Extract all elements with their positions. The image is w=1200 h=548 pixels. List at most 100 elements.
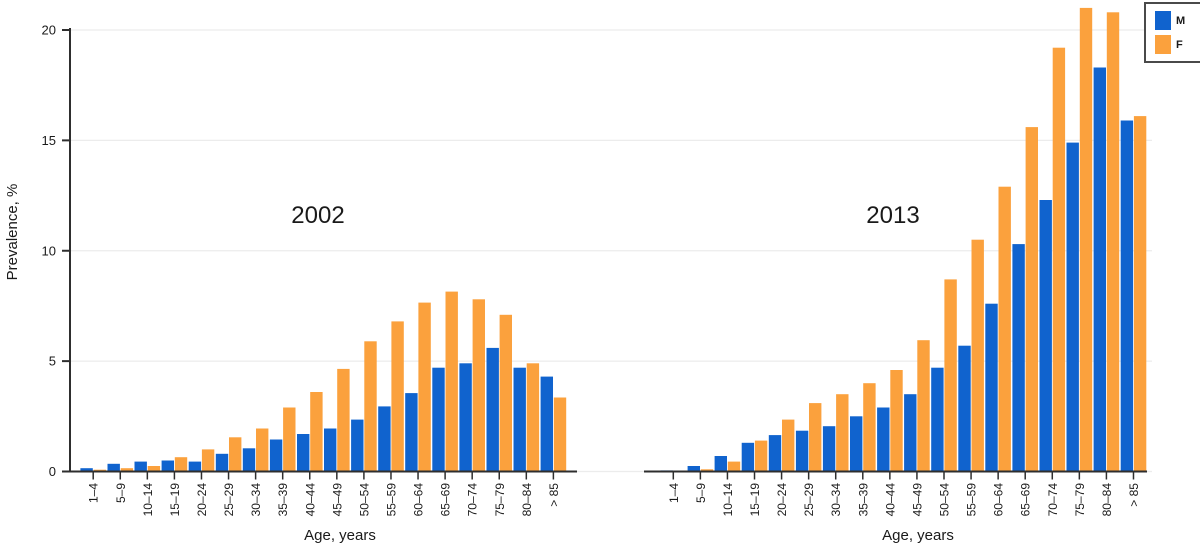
bar-2013-m--85 — [1120, 120, 1134, 472]
bar-2002-m-65-69 — [432, 367, 445, 472]
x-tick-label-2002-2: 10–14 — [141, 483, 155, 517]
bar-2013-m-55-59 — [958, 345, 971, 472]
x-tick-label-2013-6: 30–34 — [829, 483, 843, 517]
x-tick-label-2013-12: 60–64 — [992, 483, 1006, 517]
y-tick-label-0: 0 — [49, 464, 56, 479]
bar-2002-m-55-59 — [378, 406, 391, 472]
female-color-swatch — [1155, 35, 1171, 54]
x-tick-label-2013-11: 55–59 — [965, 483, 979, 517]
bar-2013-f-35-39 — [863, 383, 876, 472]
y-tick-label-20: 20 — [42, 23, 56, 38]
x-tick-label-2013-4: 20–24 — [775, 483, 789, 517]
bar-2013-f-65-69 — [1025, 127, 1038, 472]
x-tick-label-2002-13: 65–69 — [439, 483, 453, 517]
bar-2002-f-45-49 — [337, 368, 350, 472]
bar-2002-f-40-44 — [310, 392, 323, 472]
bar-2013-f-70-74 — [1052, 47, 1066, 472]
bar-2013-m-5-9 — [687, 466, 700, 472]
x-tick-label-2013-7: 35–39 — [856, 483, 870, 517]
bar-2002-f-10-14 — [147, 466, 161, 472]
x-tick-label-2013-3: 15–19 — [748, 483, 762, 517]
bar-2002-f-80-84 — [526, 363, 540, 472]
bar-2002-f-30-34 — [256, 428, 269, 472]
bar-2002-m--85 — [540, 376, 553, 472]
bar-2002-m-80-84 — [513, 367, 526, 472]
bar-2013-m-80-84 — [1093, 67, 1106, 472]
bar-2002-f-20-24 — [201, 449, 215, 472]
bar-2013-f-10-14 — [727, 461, 741, 472]
y-tick-label-15: 15 — [42, 133, 56, 148]
bar-2013-m-65-69 — [1012, 244, 1025, 472]
bar-2002-f-50-54 — [364, 341, 377, 472]
x-tick-label-2013-8: 40–44 — [883, 483, 897, 517]
bar-2013-m-70-74 — [1039, 200, 1052, 472]
x-tick-label-2002-11: 55–59 — [384, 483, 398, 517]
x-tick-label-2013-0: 1–4 — [667, 483, 681, 503]
bar-2013-f-15-19 — [754, 440, 768, 472]
bar-2013-m-15-19 — [741, 442, 755, 472]
bar-2002-m-35-39 — [269, 439, 283, 472]
bar-2002-f-60-64 — [418, 302, 431, 472]
bar-2013-m-35-39 — [850, 416, 863, 472]
bar-2002-m-25-29 — [215, 453, 229, 472]
bar-2002-f-75-79 — [499, 314, 512, 472]
legend-item-female: F — [1155, 35, 1195, 54]
x-tick-label-2002-14: 70–74 — [466, 483, 480, 517]
bar-2013-m-10-14 — [714, 456, 727, 472]
bar-2002-m-15-19 — [161, 460, 174, 472]
x-tick-label-2002-7: 35–39 — [276, 483, 290, 517]
bar-2002-m-70-74 — [459, 363, 472, 472]
bar-2013-f-60-64 — [998, 186, 1011, 472]
bar-2013-m-60-64 — [985, 303, 998, 472]
x-tick-label-2013-15: 75–79 — [1073, 483, 1087, 517]
legend-label-female: F — [1176, 38, 1183, 51]
x-tick-label-2002-1: 5–9 — [114, 483, 128, 503]
x-tick-label-2013-14: 70–74 — [1046, 483, 1060, 517]
bar-2002-m-1-4 — [80, 468, 93, 472]
x-tick-label-2002-3: 15–19 — [168, 483, 182, 517]
bar-2002-m-60-64 — [405, 393, 418, 472]
legend: M F — [1144, 2, 1200, 63]
x-tick-label-2002-6: 30–34 — [249, 483, 263, 517]
bar-2002-m-20-24 — [188, 461, 202, 472]
bar-2002-m-30-34 — [242, 448, 256, 472]
bar-2013-f-5-9 — [700, 469, 714, 472]
bar-2013-m-45-49 — [904, 394, 917, 472]
bar-2013-m-25-29 — [795, 430, 809, 472]
y-tick-label-5: 5 — [49, 354, 56, 369]
bar-2002-f--85 — [553, 397, 567, 472]
bar-2002-f-55-59 — [391, 321, 404, 472]
x-tick-label-2013-2: 10–14 — [721, 483, 735, 517]
x-tick-label-2013-13: 65–69 — [1019, 483, 1033, 517]
bar-2002-f-70-74 — [472, 299, 485, 472]
legend-item-male: M — [1155, 11, 1195, 30]
legend-label-male: M — [1176, 14, 1186, 27]
bar-2013-m-20-24 — [768, 435, 782, 472]
bar-2013-m-50-54 — [931, 367, 944, 472]
male-color-swatch — [1155, 11, 1171, 30]
y-axis-title: Prevalence, % — [4, 184, 21, 281]
x-tick-label-2002-9: 45–49 — [330, 483, 344, 517]
panel-title-2002: 2002 — [291, 202, 344, 229]
bar-2013-f-30-34 — [836, 394, 849, 472]
x-tick-label-2002-0: 1–4 — [87, 483, 101, 503]
bar-2002-f-65-69 — [445, 291, 458, 472]
bar-2002-f-15-19 — [174, 457, 188, 472]
bar-2013-f-25-29 — [809, 403, 822, 472]
x-axis-title-right: Age, years — [882, 527, 954, 544]
bar-2013-f-45-49 — [917, 340, 930, 472]
bar-2013-f--85 — [1133, 116, 1147, 472]
x-tick-label-2013-9: 45–49 — [910, 483, 924, 517]
bar-2013-f-55-59 — [971, 239, 984, 472]
bar-2013-f-50-54 — [944, 279, 957, 472]
x-tick-label-2002-4: 20–24 — [195, 483, 209, 517]
bar-2013-m-40-44 — [877, 407, 890, 472]
bar-2002-m-75-79 — [486, 347, 499, 472]
panel-title-2013: 2013 — [866, 202, 919, 229]
bar-2002-m-5-9 — [107, 463, 120, 472]
bar-2002-m-40-44 — [297, 434, 310, 472]
x-tick-label-2002-8: 40–44 — [303, 483, 317, 517]
x-tick-label-2013-16: 80–84 — [1100, 483, 1114, 517]
bar-2002-m-50-54 — [351, 419, 364, 472]
